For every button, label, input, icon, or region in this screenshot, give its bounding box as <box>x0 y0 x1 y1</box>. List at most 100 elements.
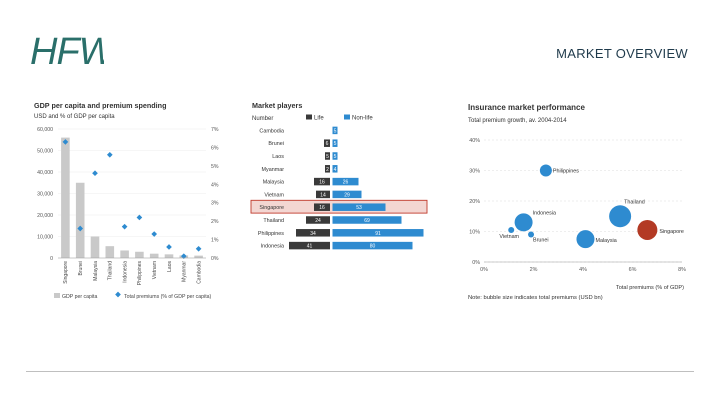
chart1-gdp-bar <box>105 246 115 258</box>
chart2-nonlife-label: 53 <box>356 205 362 211</box>
chart2-category-label: Singapore <box>259 205 284 211</box>
chart3-bubble <box>514 213 533 232</box>
chart1-gdp-bar <box>120 250 129 258</box>
chart2-life-bar <box>314 177 330 186</box>
chart2-nonlife-bar <box>332 152 338 160</box>
chart1-premium-marker <box>151 231 158 237</box>
chart3-subtitle: Total premium growth, av. 2004-2014 <box>468 118 567 124</box>
chart1-category-label: Singapore <box>63 261 69 284</box>
footer-divider <box>26 371 694 372</box>
chart1-premium-marker <box>180 253 187 259</box>
chart1-left-tick: 20,000 <box>37 213 53 219</box>
chart2-category-label: Philippines <box>258 231 284 237</box>
chart2-life-label: 24 <box>315 218 321 224</box>
chart1-premium-marker <box>62 139 69 145</box>
chart1-right-tick: 5% <box>211 164 219 170</box>
chart2-nonlife-label: 5 <box>334 128 337 134</box>
chart1-right-tick: 6% <box>211 145 219 151</box>
chart2-nonlife-label: 91 <box>375 231 381 237</box>
chart2-nonlife-label: 26 <box>343 180 349 186</box>
chart2-nonlife-label: 69 <box>364 218 370 224</box>
chart1-right-tick: 0% <box>211 256 219 262</box>
chart3-x-tick: 6% <box>629 267 637 273</box>
chart2-nonlife-bar <box>332 216 402 224</box>
chart1-category-label: Laos <box>167 261 173 272</box>
chart1-right-tick: 4% <box>211 182 219 188</box>
chart2-life-label: 16 <box>319 180 325 186</box>
chart3-bubble <box>609 205 632 228</box>
chart3-bubble <box>528 231 535 238</box>
chart2-nonlife-bar <box>332 203 386 211</box>
chart1-category-label: Vietnam <box>152 261 158 279</box>
chart3-xlabel: Total premiums (% of GDP) <box>616 285 684 291</box>
chart1-right-tick: 7% <box>211 127 219 133</box>
chart2-category-label: Vietnam <box>264 192 284 198</box>
chart3-bubble-label: Malaysia <box>595 238 616 244</box>
chart2-life-bar <box>289 241 330 250</box>
chart2-category-label: Myanmar <box>262 167 285 173</box>
chart3-bubble <box>539 164 552 177</box>
chart1-gdp-bar <box>61 137 70 258</box>
chart3-y-tick: 0% <box>472 260 480 266</box>
chart2-life-label: 16 <box>319 205 325 211</box>
chart3-bubble-label: Brunei <box>533 238 549 244</box>
chart3-x-tick: 0% <box>480 267 488 273</box>
chart1-category-label: Philippines <box>137 261 143 286</box>
logo-text: HFW <box>30 31 104 72</box>
chart3-y-tick: 10% <box>469 230 480 236</box>
chart2-nonlife-bar <box>332 177 359 186</box>
chart1-premium-marker <box>166 244 172 250</box>
chart2-nonlife-bar <box>332 139 338 147</box>
chart3-x-tick: 4% <box>579 267 587 273</box>
gdp-premium-chart: GDP per capita and premium spending USD … <box>34 101 219 300</box>
chart3-y-tick: 30% <box>469 169 480 175</box>
chart1-gdp-bar <box>164 254 174 258</box>
legend-label-gdp: GDP per capita <box>62 294 97 300</box>
chart1-gdp-bar <box>149 253 159 258</box>
chart2-nonlife-bar <box>332 241 413 250</box>
chart1-gdp-bar <box>135 251 144 258</box>
chart3-bubble <box>508 226 515 233</box>
chart2-nonlife-label: 29 <box>344 192 350 198</box>
chart2-life-bar <box>325 165 330 173</box>
chart1-right-tick: 2% <box>211 219 219 225</box>
chart3-bubble <box>637 219 658 240</box>
chart3-bubble-label: Singapore <box>659 229 684 235</box>
chart2-life-label: 5 <box>326 154 329 160</box>
chart2-nonlife-bar <box>332 190 362 199</box>
hfw-logo: HFW <box>30 31 104 72</box>
chart2-nonlife-bar <box>332 229 424 237</box>
legend-swatch-gdp <box>54 293 60 298</box>
chart1-left-tick: 10,000 <box>37 235 53 241</box>
chart2-life-bar <box>316 190 330 199</box>
chart2-nonlife-bar <box>332 165 338 173</box>
chart1-category-label: Thailand <box>108 261 114 280</box>
chart2-life-label: 2 <box>326 167 329 173</box>
chart1-gdp-bar <box>90 236 100 258</box>
chart3-bubble-label: Indonesia <box>533 210 556 216</box>
chart1-category-label: Cambodia <box>196 261 202 284</box>
chart2-category-label: Laos <box>272 154 284 160</box>
chart2-nonlife-label: 4 <box>334 167 337 173</box>
legend-label-nonlife: Non-life <box>352 116 373 122</box>
chart2-nonlife-label: 5 <box>334 154 337 160</box>
chart1-premium-marker <box>121 223 128 230</box>
chart2-category-label: Thailand <box>263 218 284 224</box>
chart3-y-tick: 20% <box>469 199 480 205</box>
chart2-life-bar <box>325 152 330 160</box>
chart3-x-tick: 2% <box>530 267 538 273</box>
chart3-x-tick: 8% <box>678 267 686 273</box>
legend-label-life: Life <box>314 116 324 122</box>
chart1-category-label: Myanmar <box>182 261 188 282</box>
chart1-left-tick: 0 <box>50 256 53 262</box>
chart3-bubble-label: Philippines <box>553 169 579 175</box>
chart2-category-label: Brunei <box>268 141 284 147</box>
chart1-category-label: Malaysia <box>93 261 99 281</box>
chart2-life-label: 34 <box>310 231 316 237</box>
chart1-left-tick: 40,000 <box>37 170 53 176</box>
chart1-right-tick: 1% <box>211 238 219 244</box>
chart1-subtitle: USD and % of GDP per capita <box>34 114 115 120</box>
chart1-left-tick: 50,000 <box>37 149 53 155</box>
chart1-premium-marker <box>195 245 202 252</box>
chart3-bubble-label: Vietnam <box>499 234 519 240</box>
